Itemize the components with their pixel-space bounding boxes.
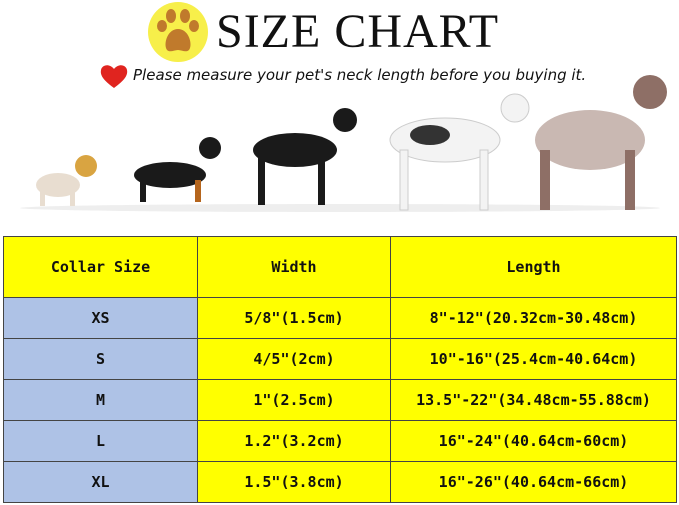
small-dog xyxy=(36,155,97,206)
length-cell: 10"-16"(25.4cm-40.64cm) xyxy=(390,338,677,380)
size-cell: XS xyxy=(3,297,198,339)
paw-icon xyxy=(148,2,208,62)
table-row: S 4/5"(2cm) 10"-16"(25.4cm-40.64cm) xyxy=(3,338,677,380)
length-cell: 13.5"-22"(34.48cm-55.88cm) xyxy=(390,379,677,421)
length-cell: 8"-12"(20.32cm-30.48cm) xyxy=(390,297,677,339)
size-table: Collar Size Width Length XS 5/8"(1.5cm) 8"… xyxy=(3,236,677,503)
width-cell: 1"(2.5cm) xyxy=(197,379,391,421)
table-row: XL 1.5"(3.8cm) 16"-26"(40.64cm-66cm) xyxy=(3,461,677,503)
doberman xyxy=(253,108,357,205)
size-cell: XL xyxy=(3,461,198,503)
table-row: XS 5/8"(1.5cm) 8"-12"(20.32cm-30.48cm) xyxy=(3,297,677,339)
size-cell: S xyxy=(3,338,198,380)
width-cell: 1.5"(3.8cm) xyxy=(197,461,391,503)
column-header-length: Length xyxy=(390,236,677,298)
heart-icon xyxy=(100,65,128,88)
size-cell: M xyxy=(3,379,198,421)
table-row: L 1.2"(3.2cm) 16"-24"(40.64cm-60cm) xyxy=(3,420,677,462)
wolfhound xyxy=(535,75,667,210)
column-header-collar-size: Collar Size xyxy=(3,236,198,298)
dachshund xyxy=(134,137,221,202)
dog-illustrations xyxy=(20,75,667,212)
size-cell: L xyxy=(3,420,198,462)
width-cell: 5/8"(1.5cm) xyxy=(197,297,391,339)
white-dog xyxy=(389,93,530,211)
page-title: SIZE CHART xyxy=(216,5,500,58)
table-header-row: Collar Size Width Length xyxy=(3,236,677,298)
column-header-width: Width xyxy=(197,236,391,298)
width-cell: 1.2"(3.2cm) xyxy=(197,420,391,462)
width-cell: 4/5"(2cm) xyxy=(197,338,391,380)
length-cell: 16"-26"(40.64cm-66cm) xyxy=(390,461,677,503)
measure-note: Please measure your pet's neck length be… xyxy=(133,66,587,84)
table-row: M 1"(2.5cm) 13.5"-22"(34.48cm-55.88cm) xyxy=(3,379,677,421)
length-cell: 16"-24"(40.64cm-60cm) xyxy=(390,420,677,462)
